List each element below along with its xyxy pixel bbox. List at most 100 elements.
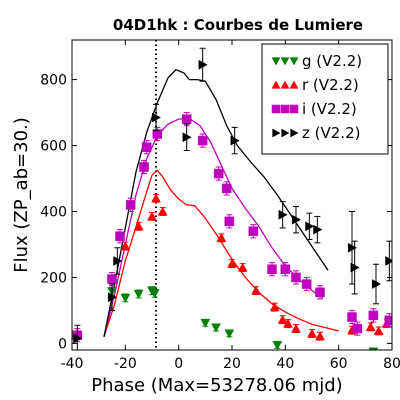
- marker-triangle-right: [151, 112, 162, 123]
- legend-marker-triangle-up: [280, 80, 290, 89]
- marker-square: [280, 264, 291, 274]
- data-point: [120, 241, 131, 251]
- marker-triangle-down: [211, 323, 221, 333]
- data-point: [237, 262, 248, 273]
- data-point: [373, 325, 384, 336]
- data-point: [385, 240, 392, 282]
- data-point: [278, 201, 288, 229]
- data-point: [283, 318, 293, 329]
- model-curve-3: [103, 68, 329, 337]
- legend-label: z (V2.2): [302, 124, 360, 142]
- data-point: [113, 247, 123, 275]
- data-point: [182, 123, 192, 151]
- x-tick-label: 0: [174, 356, 183, 372]
- data-point: [157, 206, 168, 216]
- marker-triangle-down: [120, 293, 131, 303]
- x-axis-label: Phase (Max=53278.06 mjd): [91, 375, 342, 396]
- data-point: [291, 323, 301, 334]
- marker-square: [291, 272, 301, 283]
- data-point: [73, 324, 83, 350]
- y-tick-label: 600: [40, 139, 67, 155]
- data-point: [211, 323, 221, 333]
- legend-marker-triangle-down: [280, 57, 290, 66]
- marker-triangle-right: [73, 333, 83, 344]
- data-point: [115, 229, 125, 244]
- marker-triangle-up: [269, 302, 280, 312]
- marker-triangle-right: [113, 256, 123, 266]
- data-point: [152, 126, 163, 142]
- marker-square: [141, 142, 152, 152]
- marker-triangle-up: [120, 241, 131, 251]
- marker-triangle-right: [305, 221, 315, 232]
- legend-label: g (V2.2): [302, 52, 362, 70]
- marker-triangle-up: [237, 262, 248, 272]
- marker-triangle-up: [147, 211, 157, 221]
- legend-marker-triangle-down: [289, 57, 299, 66]
- legend-marker-triangle-right: [272, 128, 281, 138]
- data-point: [272, 340, 283, 350]
- data-point: [291, 206, 302, 234]
- legend-item: r (V2.2): [271, 76, 359, 94]
- marker-square: [213, 168, 224, 179]
- marker-triangle-down: [272, 340, 283, 350]
- data-point: [227, 258, 237, 269]
- marker-triangle-right: [230, 135, 240, 146]
- x-tick-label: 40: [276, 356, 294, 372]
- marker-triangle-right: [291, 214, 302, 225]
- data-point: [149, 288, 160, 299]
- data-point: [277, 314, 288, 325]
- legend-item: g (V2.2): [271, 52, 362, 70]
- y-tick-label: 200: [40, 270, 67, 286]
- data-point: [371, 263, 382, 305]
- x-tick-label: -20: [114, 356, 137, 372]
- marker-triangle-right: [198, 59, 208, 70]
- marker-square: [107, 274, 117, 284]
- legend-marker-square: [271, 104, 281, 114]
- marker-triangle-up: [291, 323, 301, 333]
- legend-marker-triangle-up: [271, 80, 281, 89]
- data-point: [107, 283, 118, 311]
- marker-triangle-down: [224, 329, 235, 339]
- data-point: [120, 293, 131, 303]
- data-point: [280, 262, 291, 277]
- marker-square: [152, 129, 163, 139]
- data-point: [305, 212, 315, 241]
- legend-label: r (V2.2): [302, 76, 359, 94]
- marker-triangle-right: [385, 256, 392, 266]
- data-point: [347, 210, 358, 285]
- legend-marker-triangle-right: [281, 128, 290, 138]
- legend-marker-square: [289, 104, 299, 114]
- marker-triangle-down: [200, 318, 211, 328]
- marker-triangle-up: [157, 206, 168, 216]
- marker-triangle-right: [278, 209, 288, 220]
- legend-label: i (V2.2): [302, 100, 357, 118]
- legend-item: z (V2.2): [272, 124, 360, 142]
- data-point: [347, 309, 357, 325]
- y-tick-label: 0: [58, 336, 67, 352]
- marker-triangle-up: [133, 221, 144, 231]
- data-point: [197, 133, 208, 148]
- plot-layer: [72, 40, 392, 350]
- marker-triangle-right: [313, 224, 323, 235]
- data-point: [230, 126, 240, 155]
- legend: g (V2.2) r (V2.2) i (V2.2) z (V2.2): [261, 43, 389, 155]
- marker-square: [368, 310, 379, 321]
- marker-square: [125, 200, 136, 210]
- marker-square: [139, 162, 149, 172]
- legend-marker-triangle-right: [290, 128, 299, 138]
- plot-area: [72, 40, 392, 350]
- y-tick-label: 400: [40, 204, 67, 220]
- data-point: [251, 285, 261, 296]
- data-point: [139, 159, 149, 175]
- data-point: [384, 313, 392, 328]
- marker-triangle-up: [307, 328, 317, 338]
- marker-triangle-up: [216, 232, 227, 242]
- legend-marker-triangle-down: [271, 57, 281, 66]
- data-point: [350, 240, 360, 295]
- legend-marker-square: [280, 104, 290, 114]
- data-point: [269, 302, 280, 312]
- marker-square: [352, 323, 363, 334]
- data-point: [368, 308, 379, 323]
- marker-triangle-down: [149, 289, 160, 299]
